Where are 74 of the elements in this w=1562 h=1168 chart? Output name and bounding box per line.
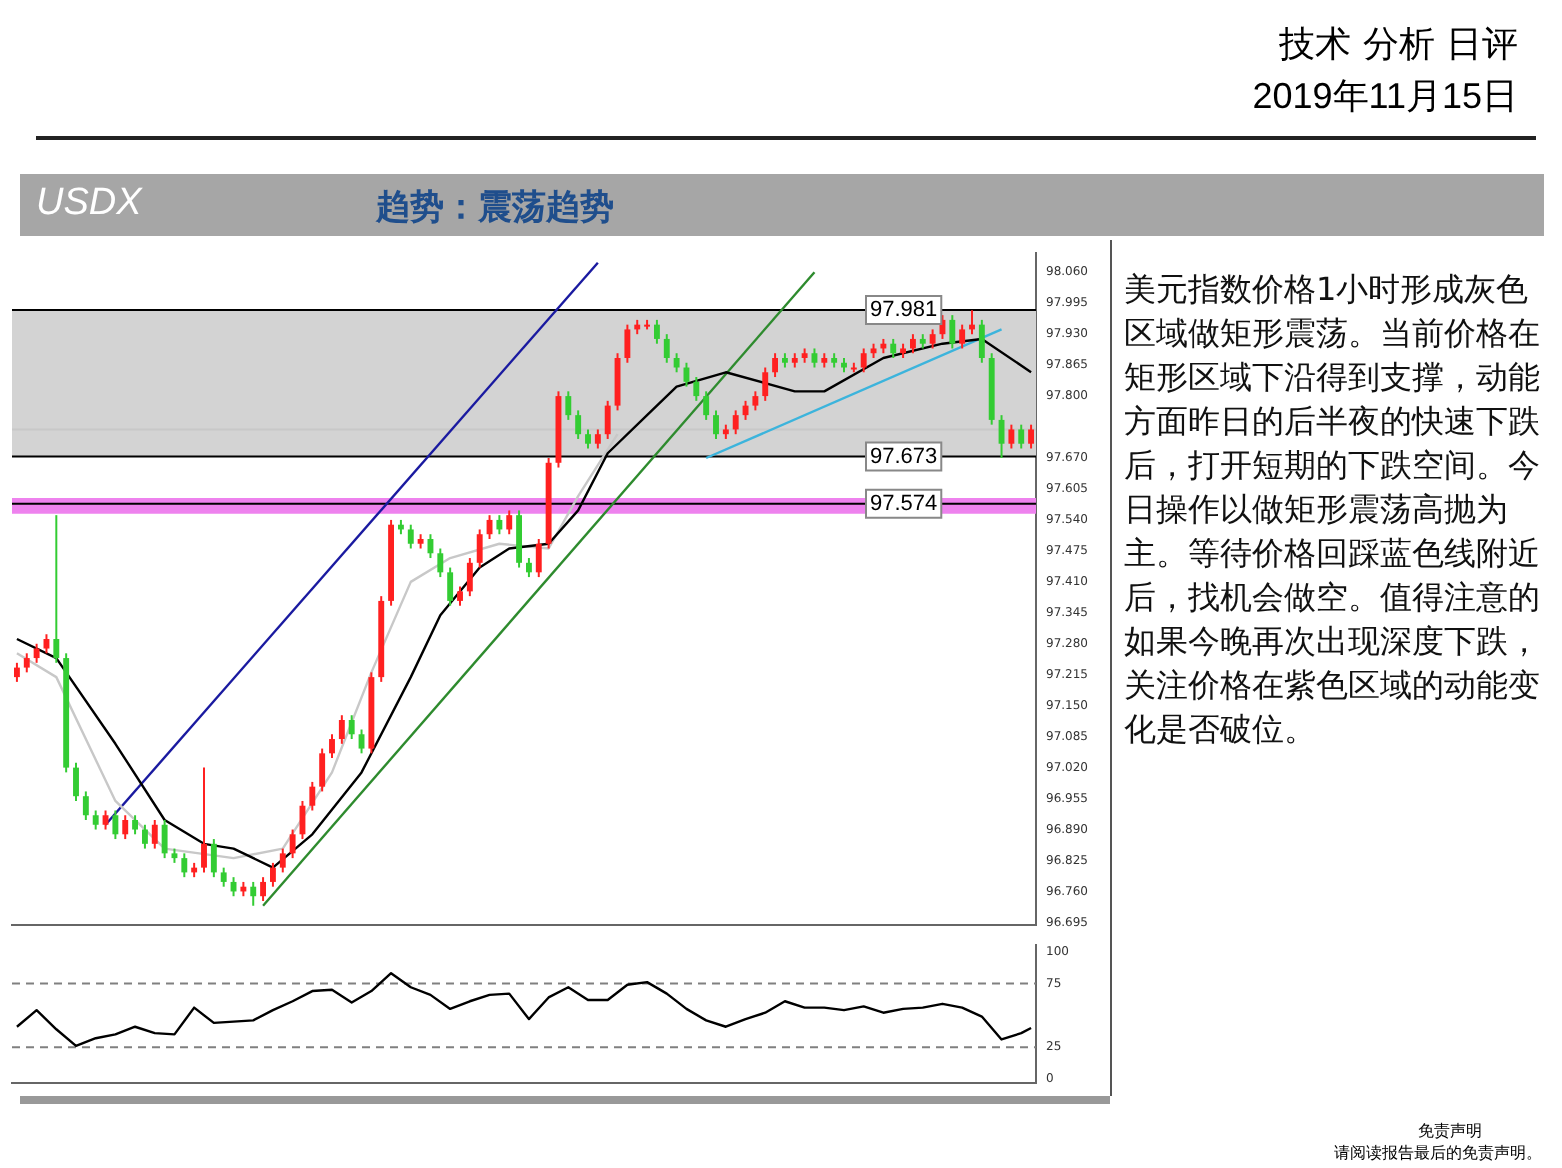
candlestick bbox=[348, 714, 355, 741]
text: 免责声明 bbox=[1418, 1120, 1482, 1142]
candlestick bbox=[535, 537, 542, 579]
candlestick bbox=[624, 323, 631, 364]
candlestick bbox=[476, 528, 483, 569]
candlestick bbox=[663, 333, 670, 364]
candlestick bbox=[604, 399, 611, 440]
candlestick bbox=[516, 509, 523, 569]
candlestick bbox=[92, 809, 99, 831]
candlestick bbox=[732, 409, 739, 436]
candlestick bbox=[1018, 423, 1025, 450]
candlestick bbox=[210, 838, 217, 879]
candlestick bbox=[329, 733, 335, 760]
candlestick bbox=[112, 809, 119, 841]
candlestick bbox=[653, 318, 660, 345]
text: 2019年11月15日 bbox=[1252, 74, 1518, 120]
candlestick bbox=[181, 852, 188, 879]
candlestick bbox=[585, 428, 591, 450]
candlestick bbox=[457, 585, 463, 607]
candlestick bbox=[73, 761, 79, 802]
candlestick bbox=[250, 880, 257, 907]
candlestick bbox=[772, 352, 779, 379]
candlestick bbox=[13, 661, 20, 683]
candlestick bbox=[269, 861, 276, 888]
text: 技术 分析 日评 bbox=[1279, 22, 1518, 68]
candlestick bbox=[959, 323, 966, 350]
candlestick bbox=[506, 509, 513, 536]
text: 美元指数价格1小时形成灰色区域做矩形震荡。当前价格在矩形区域下沿得到支撑，动能方面昨日的后半夜的快速下跌后，打开短期的下跌空间。今日操作以做矩形震荡高抛为主。等待价格回踩蓝色线附近后，找机会做空。值得注意的如果今晚再次出现深度下跌，关注价格在紫色区域的动能变化是否破位。 bbox=[1124, 270, 1540, 748]
candlestick bbox=[122, 814, 129, 841]
candlestick bbox=[319, 747, 326, 793]
candlestick bbox=[33, 642, 40, 664]
candlestick bbox=[201, 766, 207, 874]
candlestick bbox=[949, 314, 956, 350]
candlestick bbox=[713, 409, 719, 440]
candlestick bbox=[1028, 423, 1035, 450]
candlestick bbox=[279, 847, 286, 874]
candlestick bbox=[23, 652, 30, 674]
candlestick bbox=[890, 337, 897, 359]
candlestick bbox=[53, 514, 60, 664]
candlestick bbox=[565, 390, 572, 421]
candlestick bbox=[1008, 423, 1015, 450]
ref-line-label: 97.673 bbox=[870, 444, 938, 469]
candlestick bbox=[82, 790, 89, 822]
candlestick bbox=[141, 823, 148, 850]
candlestick bbox=[260, 876, 267, 902]
candlestick bbox=[525, 557, 532, 579]
candlestick bbox=[909, 333, 916, 355]
candlestick bbox=[762, 366, 769, 402]
candlestick bbox=[929, 328, 936, 350]
candlestick bbox=[693, 376, 700, 402]
candlestick bbox=[447, 566, 454, 607]
candlestick bbox=[703, 390, 710, 421]
candlestick bbox=[161, 819, 168, 860]
candlestick bbox=[752, 390, 759, 412]
candlestick bbox=[673, 352, 680, 374]
candlestick bbox=[309, 780, 316, 812]
ref-line-label: 97.981 bbox=[870, 297, 938, 322]
candlestick bbox=[978, 318, 985, 364]
candlestick bbox=[575, 409, 582, 440]
chart-subtitle: 趋势：震荡趋势 bbox=[376, 186, 614, 230]
text: 请阅读报告最后的免责声明。 bbox=[1334, 1142, 1542, 1164]
candlestick bbox=[594, 428, 601, 450]
candlestick bbox=[289, 828, 296, 860]
candlestick bbox=[132, 814, 139, 836]
candlestick bbox=[466, 557, 473, 598]
ref-line-label: 97.574 bbox=[870, 491, 938, 516]
candlestick bbox=[407, 523, 414, 550]
candlestick bbox=[151, 819, 158, 850]
candlestick bbox=[437, 547, 444, 579]
candlestick bbox=[338, 714, 345, 745]
chart-title: USDX bbox=[36, 182, 142, 226]
candlestick bbox=[496, 514, 503, 536]
candlestick bbox=[220, 866, 227, 888]
candlestick bbox=[860, 347, 867, 374]
